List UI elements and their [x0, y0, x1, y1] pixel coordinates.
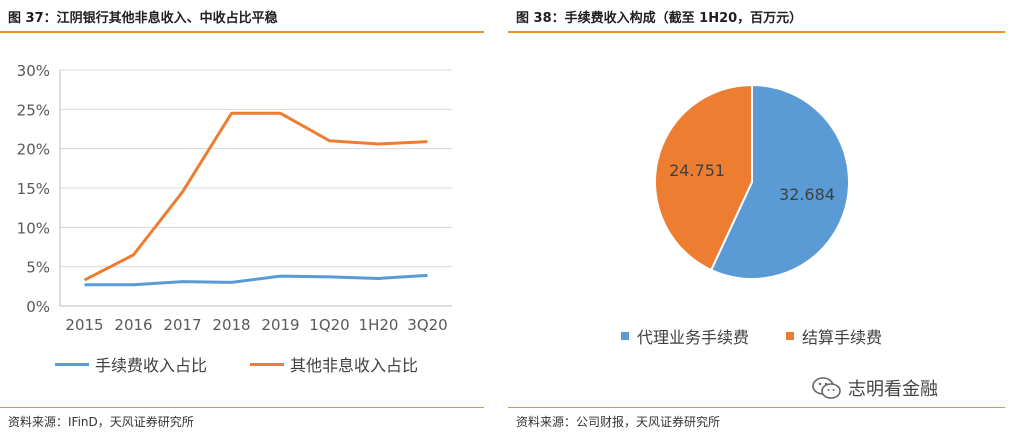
y-tick-label: 25% [17, 101, 50, 119]
y-tick-label: 30% [17, 62, 50, 80]
pie-slice-1 [654, 83, 753, 272]
legend-item-settlement-fee: 结算手续费 [786, 324, 882, 348]
y-tick-label: 10% [17, 219, 50, 237]
watermark: 志明看金融 [812, 375, 938, 401]
y-tick-label: 15% [17, 180, 50, 198]
series-line-0 [84, 273, 428, 287]
legend-swatch-other-nonint-ratio [250, 362, 284, 366]
left-panel: 图 37：江阴银行其他非息收入、中收占比平稳 0% 5% 10% 15% 20% 25% 3… [0, 0, 488, 441]
legend-swatch-fee-ratio [55, 362, 89, 366]
pie-data-label: 24.751 [669, 161, 725, 180]
legend-label-settlement-fee: 结算手续费 [802, 328, 883, 347]
left-source-rule [0, 407, 484, 408]
y-tick-label: 5% [26, 259, 50, 277]
x-tick-label: 2016 [114, 316, 152, 334]
legend-label-other-nonint-ratio: 其他非息收入占比 [290, 356, 419, 375]
x-tick-label: 2017 [163, 316, 201, 334]
x-tick-label: 2019 [261, 316, 299, 334]
left-title-rule [0, 31, 484, 33]
pie-chart: 32.684 24.751 [654, 83, 850, 280]
legend-item-fee-ratio: 手续费收入占比 [55, 352, 207, 376]
right-source-rule [508, 407, 1005, 408]
y-tick-label: 0% [26, 298, 50, 316]
series-line-1 [83, 111, 428, 282]
right-panel: 图 38：手续费收入构成（截至 1H20，百万元） 32.684 24.751 代… [508, 0, 1009, 441]
right-source: 资料来源：公司财报，天风证券研究所 [516, 415, 721, 429]
x-tick-label: 2015 [65, 316, 103, 334]
legend-item-agency-fee: 代理业务手续费 [621, 324, 749, 348]
legend-label-agency-fee: 代理业务手续费 [637, 328, 750, 347]
legend-swatch-settlement-fee [786, 332, 794, 340]
right-title-rule [508, 31, 1005, 33]
legend-item-other-nonint-ratio: 其他非息收入占比 [250, 352, 418, 376]
left-source: 资料来源：IFinD，天风证券研究所 [8, 415, 194, 429]
x-tick-label: 2018 [212, 316, 250, 334]
y-tick-label: 20% [17, 141, 50, 159]
right-chart-title: 图 38：手续费收入构成（截至 1H20，百万元） [516, 11, 803, 26]
wechat-icon [812, 377, 841, 399]
watermark-text: 志明看金融 [848, 379, 938, 400]
legend-label-fee-ratio: 手续费收入占比 [95, 356, 208, 375]
x-tick-label: 1Q20 [309, 316, 349, 334]
legend-swatch-agency-fee [621, 332, 629, 340]
x-tick-label: 3Q20 [407, 316, 447, 334]
pie-slice-0 [709, 83, 850, 280]
line-chart: 0% 5% 10% 15% 20% 25% 30% 2015 2016 2017 2018 2019 1… [17, 62, 452, 334]
x-tick-label: 1H20 [359, 316, 399, 334]
pie-data-label: 32.684 [779, 185, 835, 204]
left-chart-title: 图 37：江阴银行其他非息收入、中收占比平稳 [8, 11, 278, 26]
